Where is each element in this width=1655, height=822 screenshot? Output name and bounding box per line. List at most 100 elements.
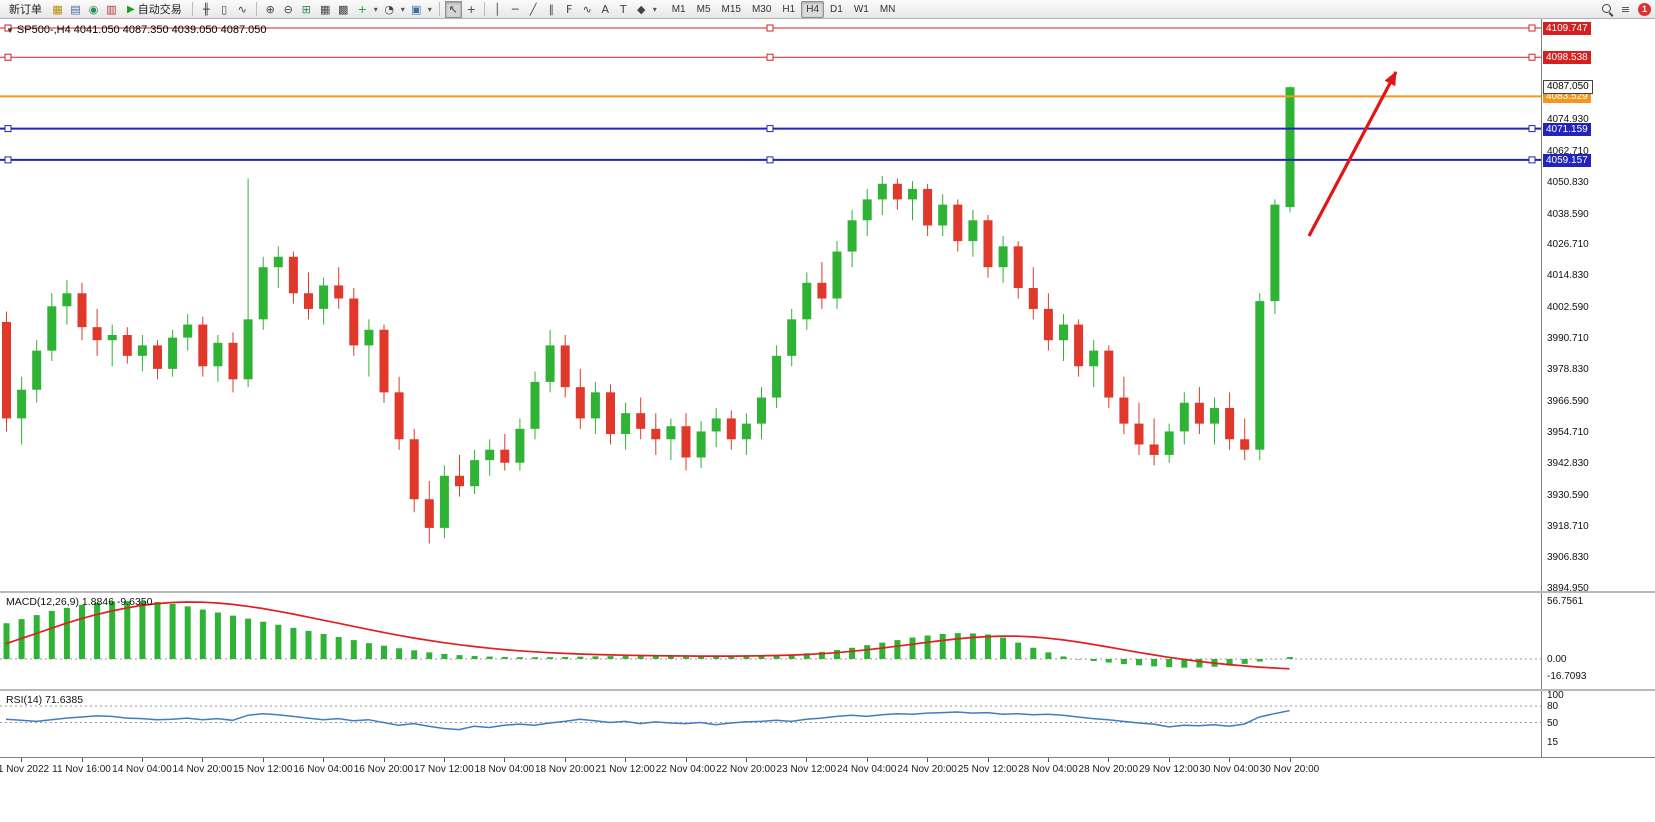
line-handle	[766, 24, 774, 32]
profiles-icon[interactable]: ▤	[70, 2, 81, 16]
time-tick	[202, 758, 204, 762]
bid-price-tag: 4087.050	[1543, 80, 1593, 95]
time-tick	[1047, 758, 1049, 762]
waves-icon[interactable]: ∿	[582, 2, 592, 16]
time-axis-label: 18 Nov 20:00	[534, 764, 595, 775]
rsi-axis-label: 50	[1547, 717, 1559, 729]
cascade-windows-icon[interactable]: ▩	[338, 2, 349, 16]
auto-arrange-icon[interactable]: ▦	[320, 2, 331, 16]
notification-badge[interactable]: 1	[1638, 2, 1651, 16]
zoom-in-icon[interactable]: ⊕	[265, 2, 275, 16]
new-order-button[interactable]: 新订单	[4, 1, 47, 18]
line-handle	[4, 53, 12, 61]
price-scale[interactable]: 4074.930 4062.710 4050.830 4038.590 4026.710…	[1541, 19, 1655, 757]
timeframe-d1[interactable]: D1	[830, 3, 843, 15]
text-icon[interactable]: A	[601, 2, 609, 16]
candle-body	[1225, 407, 1235, 440]
zoom-out-icon[interactable]: ⊖	[283, 2, 293, 16]
horizontal-line-object[interactable]	[0, 53, 1541, 61]
candle-body	[92, 327, 102, 341]
timeframe-h4[interactable]: H4	[801, 0, 825, 18]
market-watch-icon[interactable]: ▥	[106, 2, 117, 16]
timeframe-m30[interactable]: M30	[751, 3, 772, 15]
time-tick	[81, 758, 83, 762]
alerts-icon[interactable]: ◉	[88, 2, 99, 16]
horizontal-line-object[interactable]	[0, 125, 1541, 133]
line-handle	[766, 53, 774, 61]
time-tick	[21, 758, 23, 762]
time-axis-label: 22 Nov 20:00	[716, 764, 776, 775]
cursor-icon[interactable]: ↖	[444, 0, 462, 18]
time-axis-label: 15 Nov 12:00	[232, 764, 293, 775]
zoom-group: ⊕ ⊖ ⊞	[262, 1, 315, 18]
horizontal-line-icon[interactable]: ─	[511, 2, 519, 16]
bar-chart-icon[interactable]: ╫	[202, 2, 210, 16]
rsi-axis-label: 80	[1547, 701, 1559, 712]
chart-type-group: ╫ ▯ ∿	[198, 1, 251, 18]
timeframe-m5[interactable]: M5	[696, 3, 711, 15]
candle-body	[757, 397, 766, 424]
candle-body	[1210, 407, 1219, 424]
candlestick-chart-icon[interactable]: ▯	[221, 2, 228, 16]
time-tick	[1108, 758, 1110, 762]
line-handle	[4, 24, 12, 32]
timeframe-m1[interactable]: M1	[671, 3, 686, 15]
candle-body	[998, 246, 1008, 268]
candle-body	[983, 220, 993, 268]
timeframe-m15[interactable]: M15	[721, 3, 741, 15]
panel-separator[interactable]	[0, 591, 1655, 593]
timeframe-h1[interactable]: H1	[782, 3, 796, 15]
template-icon[interactable]: ▣	[411, 2, 422, 16]
line-chart-icon[interactable]: ∿	[237, 2, 247, 16]
trendline-icon[interactable]: ╱	[529, 2, 537, 16]
time-tick	[323, 758, 325, 762]
symbol-dropdown-icon[interactable]: ▼	[6, 26, 14, 35]
time-tick	[504, 758, 506, 762]
candle-body	[439, 475, 449, 528]
candle-body	[1164, 431, 1174, 455]
candle-body	[228, 342, 238, 380]
dropdown-caret[interactable]: ▾	[373, 4, 378, 14]
timeframe-w1[interactable]: W1	[853, 3, 869, 15]
candle-body	[530, 381, 540, 429]
fibonacci-icon[interactable]: F	[566, 2, 573, 16]
dropdown-caret[interactable]: ▾	[400, 4, 405, 14]
horizontal-line-object[interactable]	[0, 156, 1541, 164]
charts-window-icon[interactable]: ▦	[52, 2, 63, 16]
price-axis-label: 3894.950	[1547, 583, 1589, 594]
panel-separator[interactable]	[0, 689, 1655, 691]
auto-trading-button[interactable]: ▶ 自动交易	[122, 1, 187, 18]
candle-body	[137, 345, 147, 356]
line-handle	[1528, 125, 1536, 133]
candle-body	[258, 267, 268, 320]
arrow-annotation[interactable]	[1307, 71, 1398, 237]
candle-body	[47, 306, 57, 351]
search-icon[interactable]	[1599, 1, 1616, 18]
period-icon[interactable]: ◔	[384, 2, 394, 16]
candle-body	[847, 220, 857, 252]
candle-body	[908, 188, 917, 200]
macd-axis-label: -16.7093	[1547, 671, 1587, 683]
equidistant-channel-icon[interactable]: ∥	[548, 2, 554, 16]
tile-windows-icon[interactable]: ⊞	[301, 2, 311, 16]
time-axis-label: 30 Nov 04:00	[1199, 764, 1259, 775]
time-tick	[383, 758, 385, 762]
arrows-icon[interactable]: ◆	[636, 2, 646, 16]
time-axis-label: 11 Nov 2022	[0, 764, 50, 775]
text-label-icon[interactable]: T	[619, 2, 627, 16]
dropdown-caret[interactable]: ▾	[652, 4, 657, 14]
price-axis-label: 4026.710	[1547, 239, 1589, 251]
layers-icon[interactable]: ≡	[1620, 2, 1631, 16]
candle-body	[394, 392, 404, 440]
add-indicator-icon[interactable]: +	[357, 2, 367, 16]
timeframe-mn[interactable]: MN	[879, 3, 896, 15]
time-tick	[262, 758, 264, 762]
separator	[255, 2, 257, 16]
horizontal-line-object[interactable]	[0, 24, 1541, 32]
candle-body	[2, 321, 11, 419]
dropdown-caret[interactable]: ▾	[427, 4, 432, 14]
vertical-line-icon[interactable]: │	[493, 2, 501, 16]
system-icon-group: ▦ ▤ ◉ ▥	[49, 1, 120, 18]
crosshair-icon[interactable]: +	[466, 2, 476, 16]
